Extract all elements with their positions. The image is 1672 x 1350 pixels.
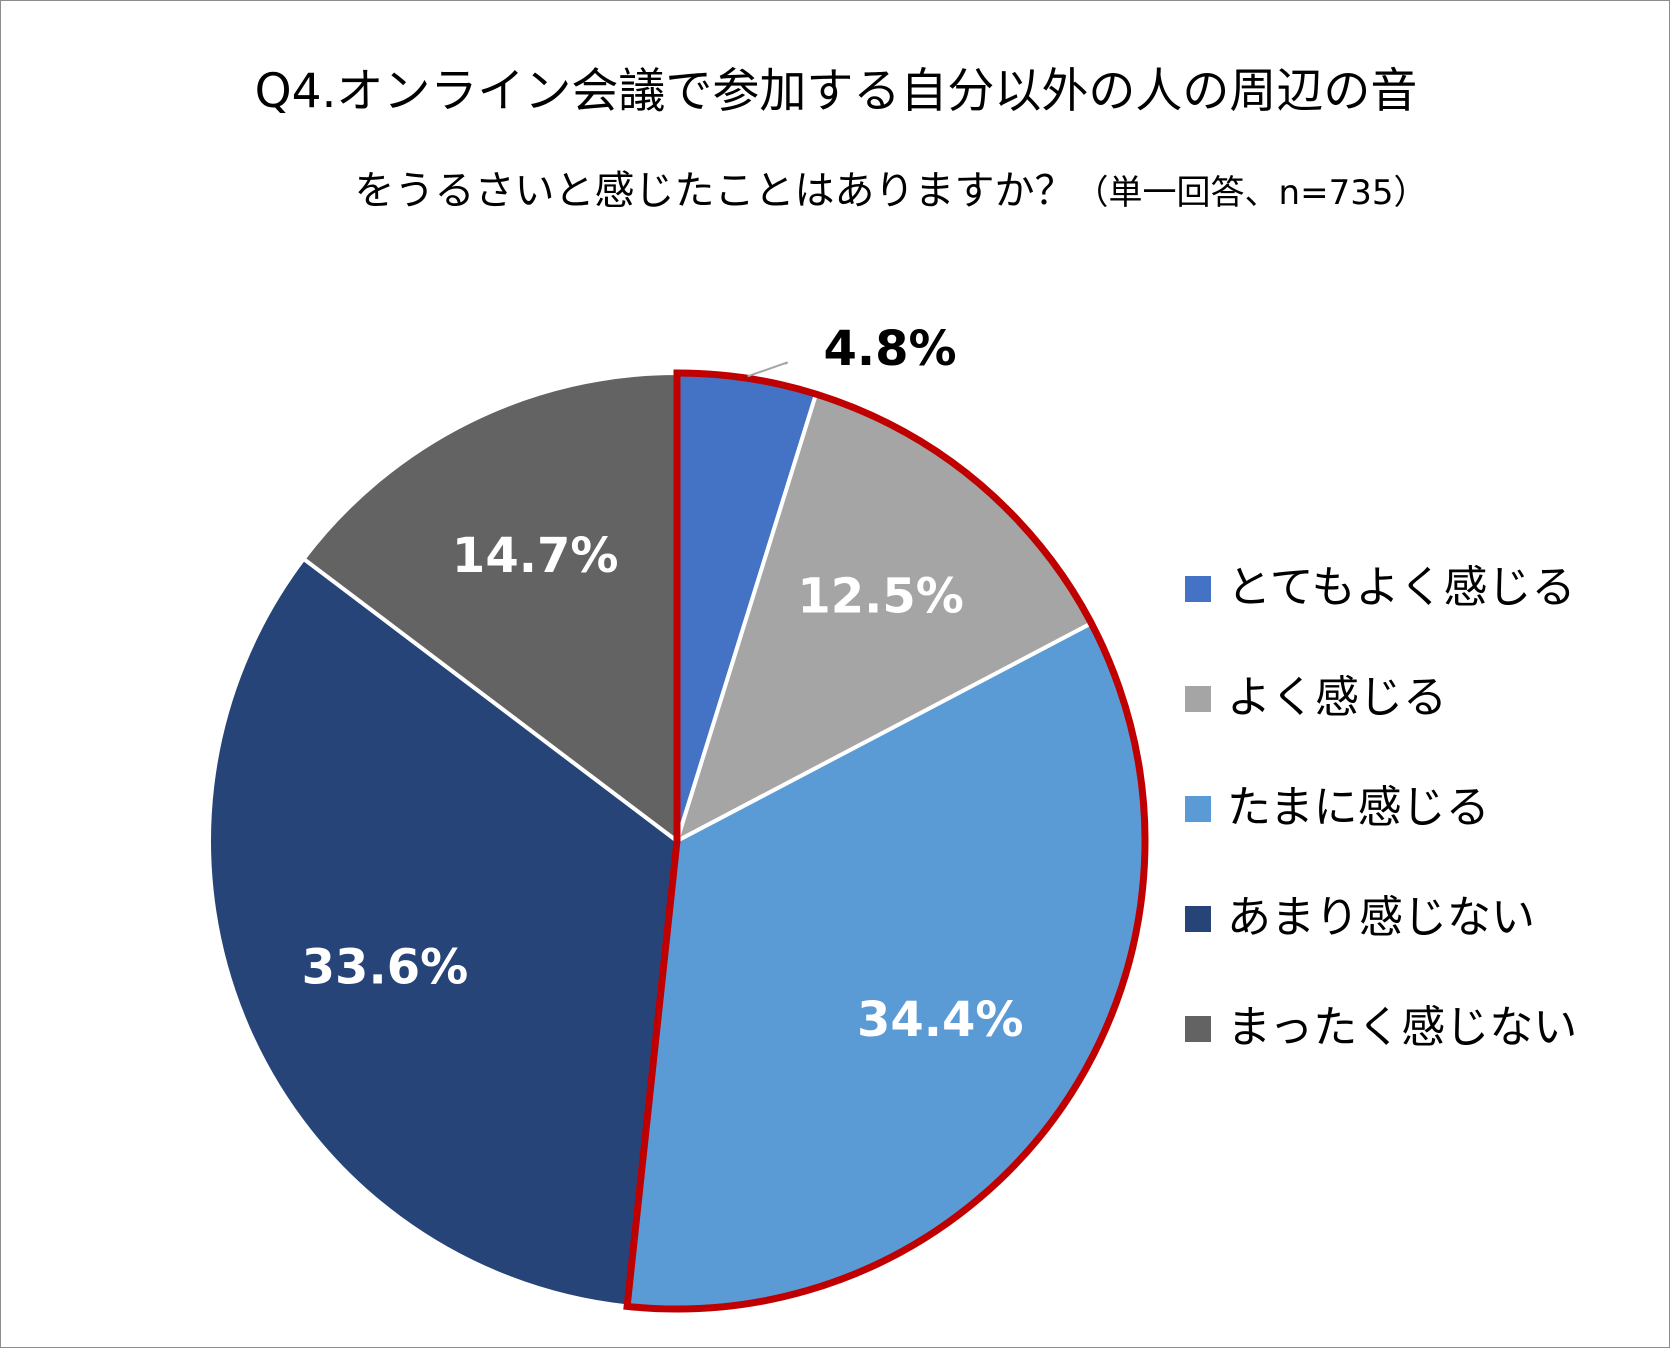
chart-title-question: をうるさいと感じたことはありますか？	[354, 168, 1075, 214]
legend-swatch-5	[1185, 1016, 1211, 1042]
leader-line-1	[747, 361, 789, 378]
legend-label-5: まったく感じない	[1227, 1002, 1578, 1053]
pie-slice-4	[207, 556, 680, 1309]
chart-title: Q4.オンライン会議で参加する自分以外の人の周辺の音	[254, 64, 1418, 119]
data-label-4: 33.6%	[302, 939, 469, 995]
chart-subtitle: （単一回答、n=735）	[1074, 173, 1428, 213]
legend-label-3: たまに感じる	[1227, 782, 1490, 833]
data-label-2: 12.5%	[797, 568, 964, 624]
data-label-1: 4.8%	[823, 321, 956, 377]
legend-label-4: あまり感じない	[1227, 892, 1535, 943]
data-labels: 4.8% 12.5% 34.4% 33.6% 14.7%	[302, 321, 1024, 1048]
legend-swatch-4	[1185, 906, 1211, 932]
leader-lines	[747, 361, 789, 378]
pie-slice-5	[300, 370, 679, 846]
legend-label-1: とてもよく感じる	[1227, 562, 1576, 613]
data-label-3: 34.4%	[857, 992, 1024, 1048]
legend-label-2: よく感じる	[1227, 672, 1447, 723]
chart-title-line-2: をうるさいと感じたことはありますか？（単一回答、n=735）	[55, 158, 1672, 216]
data-label-5: 14.7%	[452, 528, 619, 584]
legend-swatch-2	[1185, 686, 1211, 712]
legend-swatch-1	[1185, 576, 1211, 602]
legend-swatch-3	[1185, 796, 1211, 822]
highlight-outline	[623, 369, 1149, 1313]
highlight-group	[623, 369, 1149, 1313]
